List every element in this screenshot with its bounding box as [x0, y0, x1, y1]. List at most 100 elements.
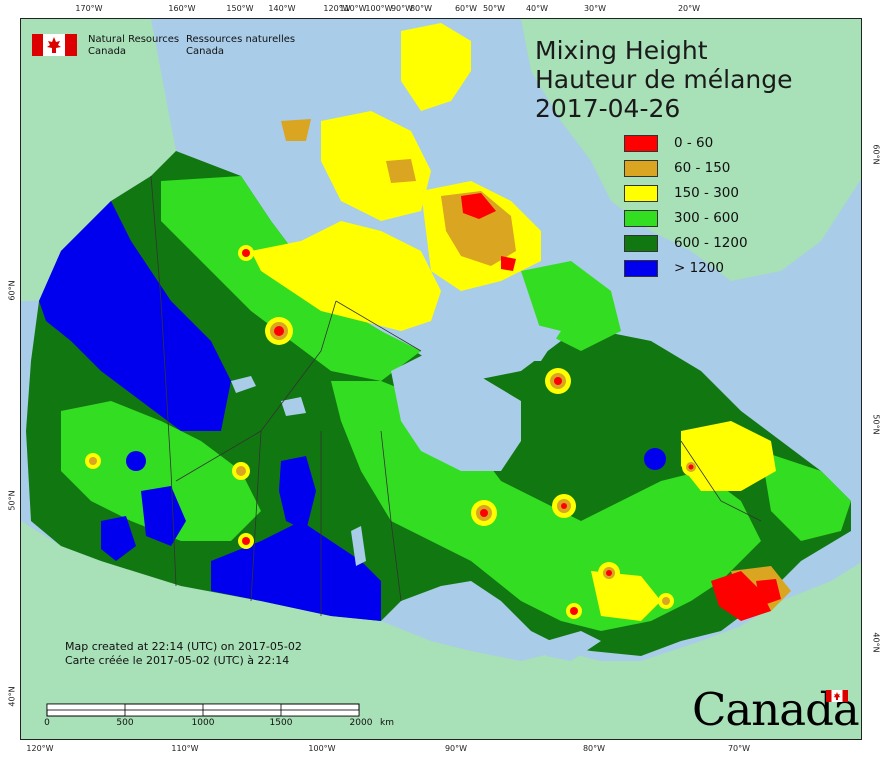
- boundaries: [150, 175, 762, 616]
- lat-label: 40°N: [871, 632, 880, 653]
- canada-flag-icon: [32, 34, 77, 56]
- contour-0-60: [461, 193, 496, 219]
- scale-bar-graphic: [46, 703, 360, 717]
- contour-over-1200: [644, 448, 666, 470]
- legend-swatch: [624, 185, 658, 202]
- hotspot: [598, 562, 620, 584]
- credit-fr: Carte créée le 2017-05-02 (UTC) à 22:14: [65, 654, 290, 667]
- lon-label: 30°W: [583, 4, 607, 13]
- contour-0-60: [501, 256, 516, 271]
- lat-label: 50°N: [871, 414, 880, 435]
- agency-name-fr: Ressources naturelles Canada: [186, 34, 295, 58]
- greenland-landmass: [521, 19, 861, 281]
- contour-300-600: [61, 401, 261, 541]
- agency-fr-line2: Canada: [186, 46, 225, 57]
- legend-label: 0 - 60: [674, 135, 714, 151]
- hotspot: [682, 458, 700, 476]
- contour-150-300: [251, 221, 441, 331]
- usa-landmass: [21, 521, 861, 739]
- contour-over-1200: [279, 456, 316, 531]
- credit-en: Map created at 22:14 (UTC) on 2017-05-02: [65, 640, 302, 653]
- hotspot: [85, 453, 101, 469]
- title-en: Mixing Height: [535, 36, 708, 65]
- scale-label: 2000: [349, 718, 373, 728]
- lake: [231, 376, 256, 393]
- legend-swatch: [624, 160, 658, 177]
- map-canvas: [21, 19, 861, 739]
- lon-label: 110°W: [339, 4, 367, 13]
- legend-swatch: [624, 210, 658, 227]
- scale-unit: km: [380, 718, 394, 728]
- agency-fr-line1: Ressources naturelles: [186, 34, 296, 45]
- lake: [351, 526, 366, 566]
- lon-label: 90°W: [390, 4, 414, 13]
- legend-label: > 1200: [674, 260, 724, 276]
- lat-label: 60°N: [871, 144, 880, 165]
- lon-label: 120°W: [26, 744, 54, 753]
- lon-label: 170°W: [75, 4, 103, 13]
- lon-label: 100°W: [365, 4, 393, 13]
- contour-300-600: [761, 451, 851, 541]
- contour-150-300: [681, 421, 776, 491]
- hotspot: [566, 603, 582, 619]
- lon-label: 120°W: [323, 4, 351, 13]
- lon-label: 90°W: [444, 744, 468, 753]
- lon-label: 100°W: [308, 744, 336, 753]
- hotspot: [232, 462, 250, 480]
- agency-en-line1: Natural Resources: [88, 34, 180, 45]
- hotspot: [658, 593, 674, 609]
- contour-60-150: [386, 159, 416, 183]
- contour-150-300: [321, 111, 431, 221]
- legend-label: 600 - 1200: [674, 235, 748, 251]
- hotspot: [265, 317, 293, 345]
- lon-label: 20°W: [677, 4, 701, 13]
- lat-label: 50°N: [7, 490, 17, 511]
- contour-60-150: [281, 119, 311, 141]
- contour-over-1200: [211, 521, 381, 621]
- legend-swatch: [624, 235, 658, 252]
- hudson-strait: [471, 321, 561, 361]
- contour-150-300: [401, 23, 471, 111]
- scale-label: 0: [44, 718, 50, 728]
- hotspot: [238, 245, 254, 261]
- lon-label: 40°W: [525, 4, 549, 13]
- lon-label: 50°W: [482, 4, 506, 13]
- lon-label: 140°W: [268, 4, 296, 13]
- lon-label: 80°W: [409, 4, 433, 13]
- lat-label: 40°N: [7, 686, 17, 707]
- lat-label: 60°N: [7, 280, 17, 301]
- legend-label: 300 - 600: [674, 210, 739, 226]
- map-title: Mixing Height Hauteur de mélange 2017-04…: [535, 36, 793, 123]
- legend-swatch: [624, 260, 658, 277]
- lake: [546, 631, 601, 661]
- contour-over-1200: [141, 486, 186, 546]
- hotspot: [552, 494, 576, 518]
- scale-label: 1500: [269, 718, 293, 728]
- hotspot: [471, 500, 497, 526]
- legend-label: 60 - 150: [674, 160, 731, 176]
- contour-60-150: [441, 191, 516, 266]
- agency-en-line2: Canada: [88, 46, 127, 57]
- title-date: 2017-04-26: [535, 94, 681, 123]
- contour-over-1200: [126, 451, 146, 471]
- lon-label: 80°W: [582, 744, 606, 753]
- lon-label: 160°W: [168, 4, 196, 13]
- lon-label: 110°W: [171, 744, 199, 753]
- lon-label: 70°W: [727, 744, 751, 753]
- agency-name-en: Natural Resources Canada: [88, 34, 179, 58]
- contour-0-60: [711, 571, 771, 621]
- hotspot: [238, 533, 254, 549]
- legend-swatch: [624, 135, 658, 152]
- alaska-landmass: [21, 19, 176, 301]
- title-fr: Hauteur de mélange: [535, 65, 793, 94]
- contour-over-1200: [101, 516, 136, 561]
- map-frame: Natural Resources Canada Ressources natu…: [20, 18, 862, 740]
- wordmark-flag-icon: [826, 690, 848, 702]
- contour-0-60: [756, 579, 781, 606]
- contour-over-1200: [39, 201, 231, 431]
- scale-label: 1000: [191, 718, 215, 728]
- canada-wordmark: Canada: [692, 683, 860, 736]
- map-credits: Map created at 22:14 (UTC) on 2017-05-02…: [65, 640, 302, 668]
- lake: [281, 397, 306, 416]
- hotspot: [545, 368, 571, 394]
